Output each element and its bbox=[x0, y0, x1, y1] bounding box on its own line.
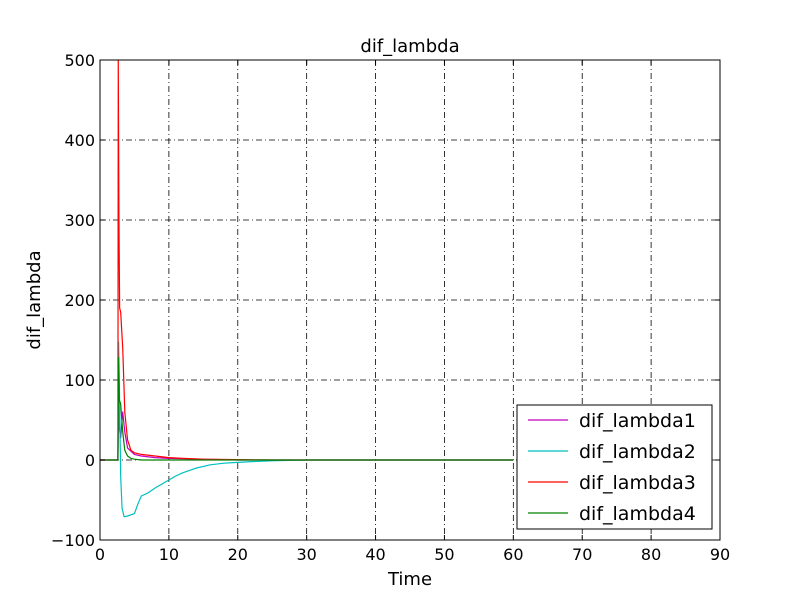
series-line-4 bbox=[100, 357, 514, 461]
x-tick-label: 90 bbox=[710, 545, 730, 564]
y-tick-label: −100 bbox=[51, 531, 95, 550]
chart-title: dif_lambda bbox=[360, 36, 459, 57]
legend-box bbox=[516, 404, 713, 530]
x-tick-label: 30 bbox=[296, 545, 316, 564]
x-tick-label: 50 bbox=[434, 545, 454, 564]
y-axis-title: dif_lambda bbox=[24, 250, 45, 349]
plot-series bbox=[100, 59, 514, 518]
x-tick-label: 60 bbox=[503, 545, 523, 564]
y-tick-label: 500 bbox=[64, 51, 95, 70]
x-axis-title: Time bbox=[387, 569, 432, 590]
y-tick-label: 200 bbox=[64, 291, 95, 310]
legend-label: dif_lambda1 bbox=[579, 410, 696, 432]
x-tick-label: 10 bbox=[159, 545, 179, 564]
x-tick-label: 70 bbox=[572, 545, 592, 564]
legend: dif_lambda1 dif_lambda2 dif_lambda3 dif_lam… bbox=[516, 404, 713, 530]
x-tick-label: 40 bbox=[365, 545, 385, 564]
x-tick-label: 20 bbox=[228, 545, 248, 564]
y-tick-label: 100 bbox=[64, 371, 95, 390]
series-line-2 bbox=[100, 341, 514, 518]
legend-label: dif_lambda4 bbox=[579, 503, 696, 525]
y-tick-label: 400 bbox=[64, 131, 95, 150]
y-tick-label: 0 bbox=[85, 451, 95, 470]
legend-label: dif_lambda3 bbox=[579, 472, 696, 494]
x-tick-label: 0 bbox=[95, 545, 105, 564]
y-tick-label: 300 bbox=[64, 211, 95, 230]
legend-label: dif_lambda2 bbox=[579, 441, 696, 463]
x-tick-label: 80 bbox=[641, 545, 661, 564]
grid bbox=[100, 60, 720, 540]
